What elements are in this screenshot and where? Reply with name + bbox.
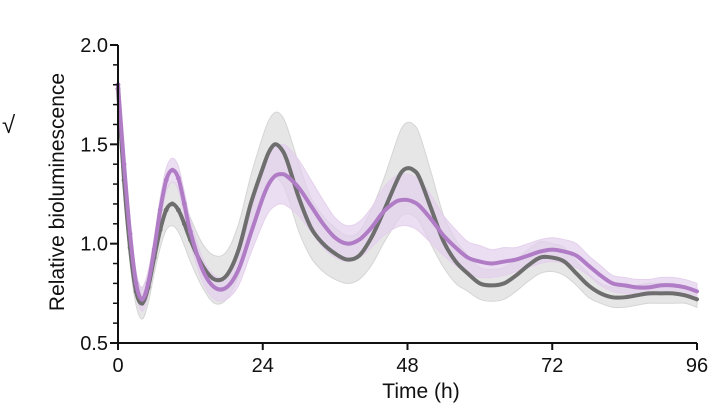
data-point — [127, 231, 133, 237]
series-points-purple — [115, 82, 193, 302]
data-point — [169, 167, 175, 173]
data-point — [163, 177, 169, 183]
data-point — [121, 161, 127, 167]
axes: 0.5 1.0 1.5 2.0 0 24 48 72 96 — [80, 35, 708, 377]
y-tick-label: 1.5 — [80, 134, 108, 156]
data-point — [181, 221, 187, 227]
data-point — [145, 281, 151, 286]
data-point — [181, 201, 187, 207]
x-tick-label: 0 — [112, 355, 123, 377]
data-point — [151, 247, 157, 253]
series-lines — [115, 82, 699, 306]
data-point — [175, 175, 181, 181]
x-axis-label: Time (h) — [382, 380, 459, 403]
y-tick-label: 2.0 — [80, 35, 108, 57]
panel-mark: √ — [2, 112, 16, 139]
data-point — [187, 229, 193, 235]
data-point — [139, 296, 145, 302]
data-point — [169, 201, 175, 207]
y-tick-label: 1.0 — [80, 234, 108, 256]
series-line-gray — [116, 86, 699, 306]
data-point — [175, 207, 181, 213]
x-tick-label: 48 — [396, 355, 418, 377]
data-point — [157, 207, 163, 213]
x-tick-label: 72 — [541, 355, 563, 377]
y-axis-label: Relative bioluminescence — [46, 73, 69, 311]
y-tick-label: 0.5 — [80, 333, 108, 355]
data-point — [139, 300, 145, 306]
x-tick-label: 96 — [686, 355, 708, 377]
series-line-purple — [116, 82, 699, 302]
data-point — [133, 281, 139, 286]
x-tick-label: 24 — [252, 355, 274, 377]
data-point — [163, 207, 169, 213]
